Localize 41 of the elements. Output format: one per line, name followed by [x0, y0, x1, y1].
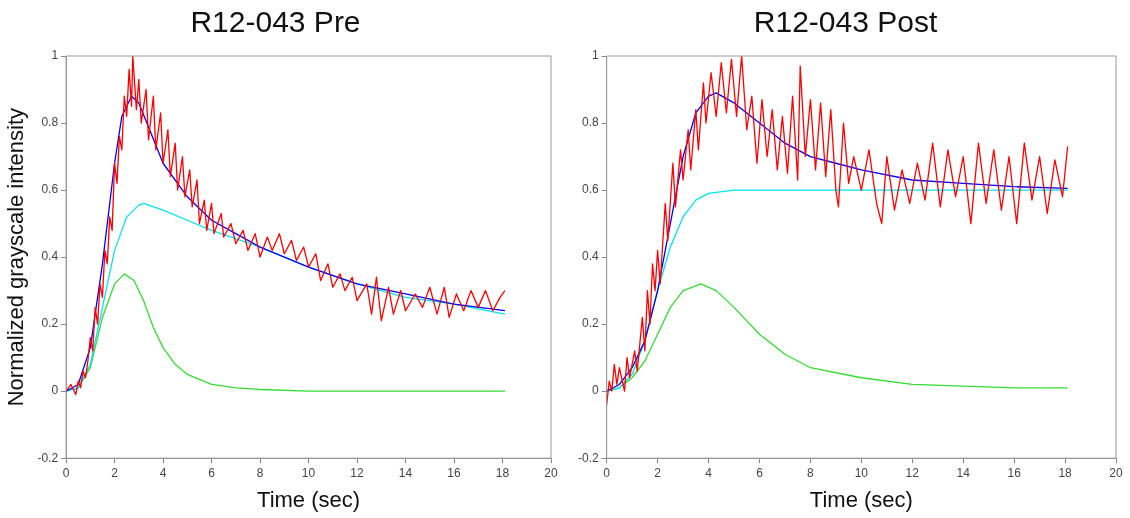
x-tick-label: 10: [854, 465, 869, 480]
x-tick-label: 18: [495, 465, 510, 480]
chart-title: R12-043 Pre: [190, 5, 361, 39]
y-tick-label: 1: [51, 48, 59, 63]
y-tick-label: 0: [591, 383, 599, 398]
x-tick-label: 4: [705, 465, 713, 480]
x-tick-label: 2: [111, 465, 119, 480]
x-tick-label: 2: [654, 465, 662, 480]
y-tick-label: 0.8: [581, 115, 599, 130]
x-tick-label: 16: [1007, 465, 1022, 480]
y-tick-label: 0.8: [41, 115, 59, 130]
y-tick-label: 1: [591, 48, 599, 63]
x-axis-title: Time (sec): [257, 486, 361, 512]
x-tick-label: 4: [159, 465, 167, 480]
chart-title: R12-043 Post: [753, 5, 938, 39]
y-tick-label: 0.6: [581, 182, 599, 197]
y-tick-label: 0.4: [41, 249, 59, 264]
x-tick-label: 6: [208, 465, 216, 480]
x-tick-label: 14: [398, 465, 413, 480]
x-axis-title: Time (sec): [809, 486, 913, 512]
y-tick-label: -0.2: [577, 450, 599, 465]
x-tick-label: 20: [544, 465, 558, 480]
y-tick-label: 0.4: [581, 249, 599, 264]
x-tick-label: 6: [756, 465, 764, 480]
y-tick-label: 0.2: [41, 316, 59, 331]
y-tick-label: -0.2: [37, 450, 59, 465]
x-tick-label: 18: [1058, 465, 1073, 480]
x-tick-label: 14: [956, 465, 971, 480]
x-tick-label: 8: [807, 465, 815, 480]
x-tick-label: 10: [301, 465, 316, 480]
y-axis-title: Normalized grayscale intensity: [3, 107, 29, 407]
x-tick-label: 12: [350, 465, 365, 480]
x-tick-label: 8: [256, 465, 264, 480]
x-tick-label: 20: [1109, 465, 1123, 480]
x-tick-label: 0: [62, 465, 70, 480]
y-tick-label: 0.6: [41, 182, 59, 197]
y-tick-label: 0.2: [581, 316, 599, 331]
y-tick-label: 0: [51, 383, 59, 398]
x-tick-label: 0: [603, 465, 611, 480]
x-tick-label: 12: [905, 465, 920, 480]
x-tick-label: 16: [447, 465, 462, 480]
